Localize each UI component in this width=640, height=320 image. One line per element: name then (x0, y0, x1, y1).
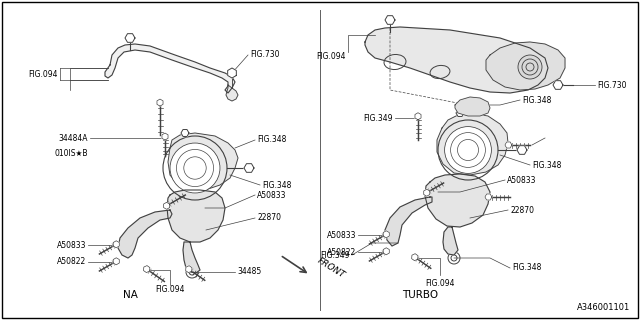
Text: A50833: A50833 (326, 230, 356, 239)
Polygon shape (455, 97, 490, 116)
Polygon shape (553, 81, 563, 89)
Text: FIG.348: FIG.348 (257, 134, 286, 143)
Polygon shape (186, 266, 192, 273)
Text: 34484A: 34484A (58, 133, 88, 142)
Text: FIG.349: FIG.349 (364, 114, 393, 123)
Circle shape (170, 143, 220, 193)
Polygon shape (105, 44, 235, 93)
Circle shape (458, 140, 479, 161)
Polygon shape (437, 113, 508, 175)
Text: A346001101: A346001101 (577, 303, 630, 313)
Circle shape (194, 226, 206, 238)
Polygon shape (456, 109, 464, 116)
Text: A50833: A50833 (56, 241, 86, 250)
Polygon shape (517, 146, 527, 154)
Polygon shape (164, 202, 170, 209)
Text: A50822: A50822 (57, 258, 86, 267)
Polygon shape (118, 210, 172, 258)
Text: FIG.348: FIG.348 (512, 263, 541, 273)
Polygon shape (383, 248, 389, 255)
Text: TURBO: TURBO (402, 290, 438, 300)
Text: FIG.094: FIG.094 (29, 69, 58, 78)
Circle shape (186, 266, 198, 278)
Polygon shape (486, 42, 565, 90)
Polygon shape (385, 197, 432, 246)
Text: NA: NA (123, 290, 138, 300)
Polygon shape (181, 130, 189, 136)
Text: A50833: A50833 (507, 175, 536, 185)
Polygon shape (415, 113, 421, 120)
Polygon shape (113, 241, 119, 248)
Text: 22870: 22870 (257, 212, 281, 221)
Polygon shape (125, 34, 135, 42)
Text: 34485: 34485 (237, 268, 261, 276)
Text: FIG.094: FIG.094 (425, 278, 455, 287)
Text: FIG.348: FIG.348 (522, 95, 552, 105)
Polygon shape (365, 27, 548, 93)
Polygon shape (162, 133, 168, 140)
Polygon shape (183, 242, 200, 273)
Polygon shape (412, 254, 418, 261)
Polygon shape (385, 16, 395, 24)
Polygon shape (485, 194, 492, 200)
Polygon shape (383, 231, 389, 238)
Polygon shape (505, 142, 512, 148)
Circle shape (448, 252, 460, 264)
Text: FRONT: FRONT (316, 256, 347, 280)
Polygon shape (425, 174, 490, 227)
Text: FIG.348: FIG.348 (262, 180, 291, 189)
Text: A50833: A50833 (257, 190, 287, 199)
Text: A50822: A50822 (327, 247, 356, 257)
Polygon shape (226, 85, 238, 101)
Circle shape (445, 127, 492, 173)
Polygon shape (167, 190, 225, 242)
Text: FIG.730: FIG.730 (250, 50, 280, 59)
Text: FIG.348: FIG.348 (532, 161, 561, 170)
Text: 010IS★B: 010IS★B (54, 148, 88, 157)
Text: FIG.094: FIG.094 (317, 52, 346, 60)
Circle shape (451, 132, 485, 167)
Circle shape (518, 55, 542, 79)
Circle shape (177, 149, 214, 187)
Polygon shape (168, 133, 238, 190)
Text: FIG.730: FIG.730 (597, 81, 627, 90)
Polygon shape (113, 258, 119, 265)
Text: FIG.094: FIG.094 (156, 285, 185, 294)
Circle shape (457, 212, 469, 224)
Polygon shape (143, 266, 150, 273)
Polygon shape (244, 164, 254, 172)
Text: 22870: 22870 (510, 205, 534, 214)
Polygon shape (424, 189, 430, 196)
Polygon shape (157, 99, 163, 106)
Polygon shape (443, 227, 458, 255)
Circle shape (184, 157, 206, 179)
Text: FIG.349: FIG.349 (321, 251, 350, 260)
Polygon shape (228, 68, 236, 78)
